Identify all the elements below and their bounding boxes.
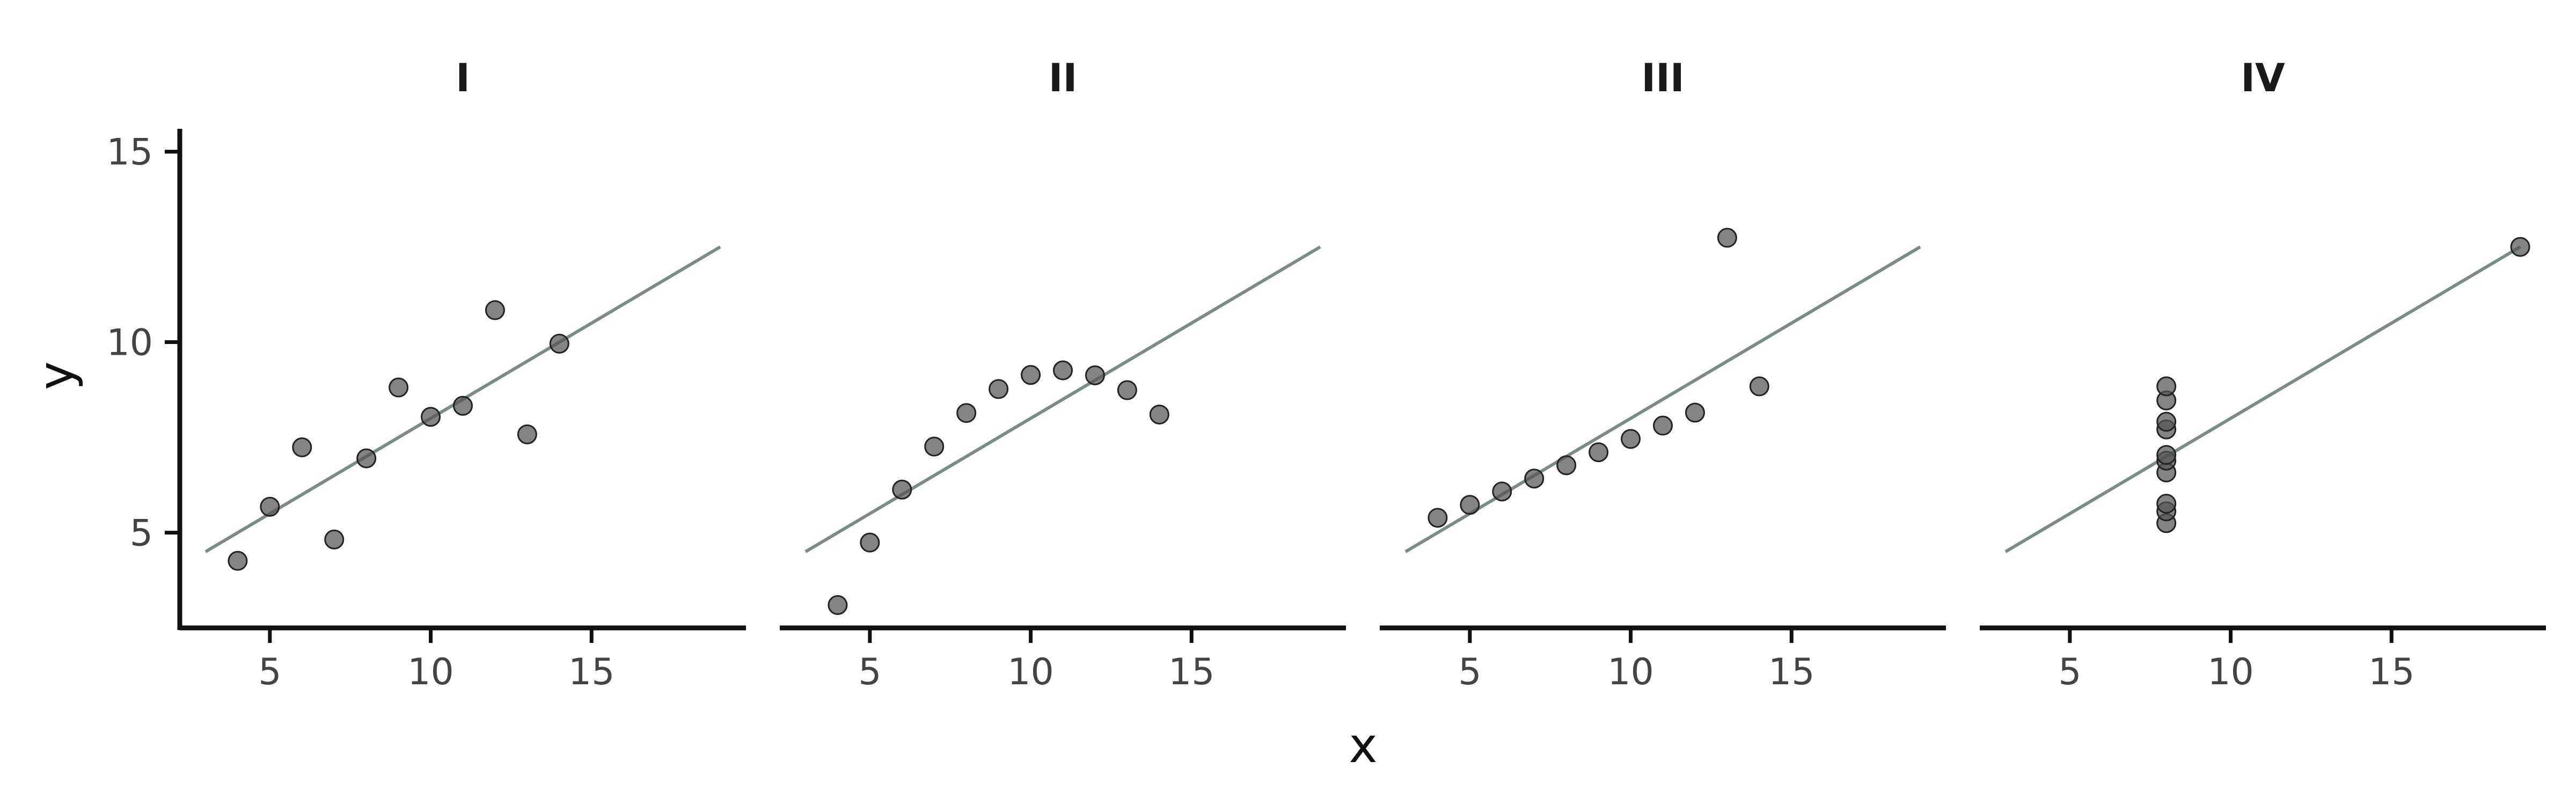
x-tick-label: 15 <box>1168 651 1215 693</box>
data-point <box>485 300 505 320</box>
data-point <box>2156 445 2177 465</box>
data-point <box>828 595 848 615</box>
x-tick-label: 10 <box>2207 651 2254 693</box>
panel-3: III 5 10 15 <box>1380 55 1946 693</box>
data-point <box>1021 365 1041 385</box>
data-point <box>1524 469 1545 489</box>
panel-2: II 5 10 15 <box>780 55 1346 693</box>
x-tick-label: 5 <box>1458 651 1481 693</box>
panel-title: I <box>456 55 470 100</box>
data-point <box>2156 494 2177 514</box>
data-point <box>2510 237 2530 257</box>
x-tick-label: 15 <box>2368 651 2415 693</box>
panel-1: I 5 10 15 5 10 15 <box>106 55 746 693</box>
data-point <box>228 551 248 571</box>
data-point <box>924 436 945 457</box>
data-point <box>549 333 569 354</box>
x-tick-label: 10 <box>407 651 454 693</box>
data-point <box>1460 495 1480 515</box>
x-tick-label: 15 <box>1768 651 1815 693</box>
data-point <box>389 377 409 398</box>
data-point <box>356 448 377 469</box>
x-tick-label: 5 <box>2058 651 2081 693</box>
panel-4: IV 5 10 15 <box>1980 55 2546 693</box>
data-point <box>260 496 280 517</box>
data-point <box>860 532 880 553</box>
data-point <box>1117 380 1137 400</box>
data-point <box>517 424 537 444</box>
data-point <box>1149 404 1169 425</box>
data-point <box>1492 481 1512 502</box>
regression-line <box>2004 245 2521 553</box>
data-point <box>1085 365 1105 385</box>
chart-panels: I 5 10 15 5 10 15 II 5 10 15 III 5 10 15 IV 5 10 15 <box>106 55 2546 693</box>
data-point <box>1556 455 1577 475</box>
y-tick-label: 5 <box>130 513 153 555</box>
y-axis-title: y <box>28 361 84 390</box>
data-point <box>1717 228 1737 248</box>
regression-line <box>804 245 1321 553</box>
data-point <box>1428 508 1448 528</box>
data-point <box>1749 376 1769 397</box>
data-point <box>1653 415 1673 436</box>
data-point <box>1053 360 1073 380</box>
data-point <box>989 379 1009 399</box>
panel-title: II <box>1049 55 1078 100</box>
x-tick-label: 5 <box>858 651 881 693</box>
data-point <box>956 403 977 423</box>
data-point <box>453 396 473 416</box>
data-point <box>892 479 912 500</box>
x-tick-label: 5 <box>258 651 281 693</box>
x-axis-title: x <box>1349 718 1377 774</box>
panel-title: III <box>1641 55 1684 100</box>
panel-title: IV <box>2241 55 2285 100</box>
data-point <box>292 437 312 457</box>
data-point <box>2156 412 2177 432</box>
y-tick-label: 10 <box>106 322 153 364</box>
data-point <box>324 529 345 550</box>
data-point <box>1685 402 1705 423</box>
data-point <box>2156 376 2177 397</box>
data-point <box>1621 429 1641 449</box>
x-tick-label: 10 <box>1007 651 1054 693</box>
y-tick-label: 15 <box>106 131 153 174</box>
data-point <box>1589 442 1609 463</box>
data-point <box>421 407 441 427</box>
x-tick-label: 10 <box>1607 651 1654 693</box>
x-tick-label: 15 <box>568 651 615 693</box>
regression-line <box>1404 245 1921 553</box>
